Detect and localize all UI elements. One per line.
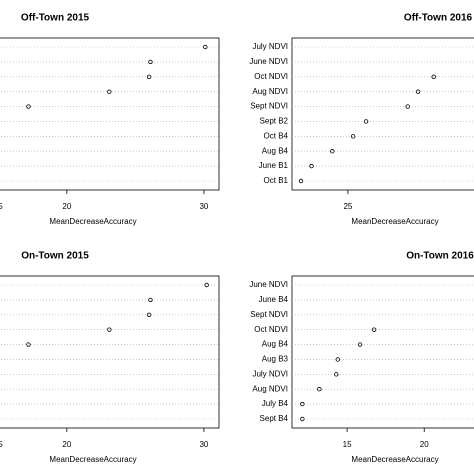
y-tick-label: June B4	[259, 295, 289, 304]
x-tick-label: 30	[199, 202, 208, 211]
x-axis-label: MeanDecreaseAccuracy	[49, 455, 136, 464]
plot-box	[0, 37, 220, 191]
y-tick-label: Oct B1	[264, 176, 289, 185]
dot	[300, 401, 305, 407]
plot-box	[0, 275, 220, 429]
y-tick-label: July B4	[262, 399, 289, 408]
dot	[26, 342, 31, 347]
dot	[148, 297, 153, 303]
dot	[300, 416, 305, 422]
dot	[309, 163, 314, 169]
x-tick-label: 20	[420, 440, 429, 449]
dot	[317, 387, 322, 392]
x-tick-label: 20	[62, 202, 71, 211]
y-tick-label: June B1	[259, 161, 289, 170]
dot	[298, 178, 304, 184]
dot	[204, 282, 209, 288]
dot	[107, 327, 112, 332]
y-tick-label: June NDVI	[249, 280, 288, 289]
plot-box	[291, 275, 474, 429]
y-tick-label: July NDVI	[252, 369, 288, 378]
y-tick-label: Aug B4	[262, 146, 289, 155]
dot	[107, 89, 112, 94]
x-axis-label: MeanDecreaseAccuracy	[49, 217, 136, 226]
y-tick-label: Sept B2	[260, 117, 289, 126]
dot	[146, 74, 152, 79]
dot	[146, 312, 152, 317]
x-tick-label: 15	[343, 440, 352, 449]
x-tick-label: 30	[199, 440, 208, 449]
x-tick-label: 15	[0, 440, 3, 449]
y-tick-label: Oct B4	[264, 131, 289, 140]
dot	[415, 89, 421, 94]
chart-title: Off-Town 2016	[404, 13, 473, 24]
dot	[26, 104, 31, 109]
dot	[405, 104, 410, 109]
dot	[148, 59, 153, 65]
plot-box	[291, 37, 474, 191]
dot	[363, 119, 369, 124]
y-tick-label: Aug B3	[262, 355, 289, 364]
x-tick-label: 20	[62, 440, 71, 449]
y-tick-label: Oct NDVI	[254, 325, 288, 334]
y-tick-label: Sept NDVI	[250, 102, 288, 111]
y-tick-label: Sept NDVI	[250, 310, 288, 319]
dot	[371, 327, 377, 332]
y-tick-label: Aug NDVI	[252, 384, 288, 393]
dot	[350, 134, 356, 139]
y-tick-label: Sept B4	[260, 414, 289, 423]
dot	[330, 149, 335, 154]
y-tick-label: July NDVI	[252, 42, 288, 51]
chart-title: Off-Town 2015	[21, 13, 90, 24]
chart-title: On-Town 2015	[21, 251, 89, 262]
x-axis-label: MeanDecreaseAccuracy	[351, 217, 438, 226]
chart-title: On-Town 2016	[406, 251, 474, 262]
x-axis-label: MeanDecreaseAccuracy	[351, 455, 438, 464]
y-tick-label: Oct NDVI	[254, 72, 288, 81]
dot	[334, 372, 339, 377]
y-tick-label: Aug B4	[262, 340, 289, 349]
x-tick-label: 25	[343, 202, 352, 211]
y-tick-label: June NDVI	[249, 57, 288, 66]
dot	[203, 44, 208, 50]
x-tick-label: 15	[0, 202, 3, 211]
dot	[335, 357, 341, 362]
dot	[431, 74, 436, 79]
y-tick-label: Aug NDVI	[252, 87, 288, 96]
dot	[357, 342, 363, 347]
